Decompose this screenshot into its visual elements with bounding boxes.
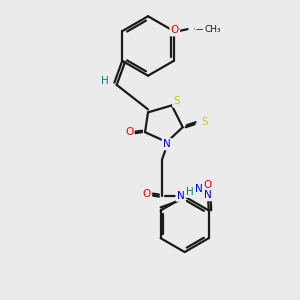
Text: CH₃: CH₃ [204,25,221,34]
Text: N: N [177,190,184,201]
Text: methyl: methyl [197,28,202,29]
Text: N: N [163,139,171,149]
Text: O: O [203,180,212,190]
Text: O: O [125,127,133,137]
Text: S: S [201,117,208,127]
Text: S: S [173,97,180,106]
Text: H: H [100,76,108,85]
Text: H: H [186,187,194,196]
Text: N: N [204,190,212,200]
Text: O: O [171,25,179,35]
Text: N: N [194,184,202,194]
Text: —: — [196,24,206,34]
Text: O: O [142,189,150,199]
